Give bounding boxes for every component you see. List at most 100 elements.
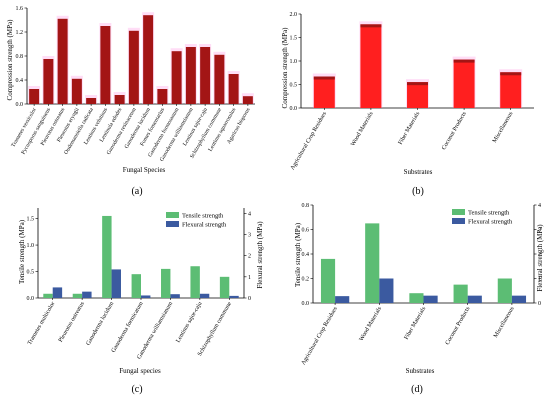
panel-a-bar [114, 95, 125, 104]
panel-a-ylabel: Compression strength (MPa) [6, 19, 14, 101]
panel-c-bar-tensile [102, 215, 112, 298]
panel-d-ytick-label-right: 2 [538, 252, 541, 258]
panel-c-label: (c) [131, 384, 142, 395]
panel-a-xtick-label: Trametes versicolor [10, 107, 37, 149]
panel-c-legend-label: Flexural strength [182, 222, 227, 229]
panel-b-ytick-label: 1.5 [290, 36, 298, 42]
panel-c-bar-flexural [141, 295, 151, 298]
panel-c-ytick-label: 1.0 [27, 243, 35, 249]
panel-a-label: (a) [131, 186, 142, 197]
panel-b-bar [313, 76, 335, 108]
panel-c-legend-swatch [166, 212, 179, 218]
panel-d-bar-tensile [497, 278, 512, 303]
panel-b-xtick-label: Wood Materials [350, 110, 375, 147]
panel-d-xlabel: Substrates [406, 367, 435, 375]
panel-c-bar-tensile [43, 293, 53, 298]
panel-d-legend-label: Flexural strength [468, 219, 513, 226]
panel-b-xtick-label: Coconut Products [441, 110, 468, 151]
panel-d-ylabel: Tensile strength (MPa) [294, 222, 302, 287]
panel-d-bar-tensile [453, 284, 468, 303]
panel-c-ytick-label: 1.5 [27, 217, 35, 223]
panel-b-xlabel: Substrates [404, 168, 433, 176]
panel-a-bar [29, 89, 40, 104]
panel-d-legend-swatch [452, 209, 465, 215]
panel-d-bar-tensile [365, 223, 380, 303]
panel-c-bar-flexural [170, 294, 180, 298]
panel-c-bar-flexural [82, 291, 92, 298]
panel-a-ytick-label: 1.2 [16, 30, 24, 36]
panel-c-tensile-flexural-by-species: 0.0 0.5 1.0 1.5 0 1 2 3 4 Trametes multicolor Pleu… [18, 208, 264, 395]
panel-b-ytick-label: 0.5 [290, 83, 298, 89]
panel-c-bar-tensile [131, 274, 141, 298]
panel-d-ytick-label-right: 0 [538, 301, 541, 307]
panel-c-xtick-label: Ganoderma lucidum [86, 301, 116, 347]
panel-a-bar [171, 51, 182, 104]
panel-c-bar-tensile [161, 268, 171, 298]
panel-d-xtick-label: Miscellaneous [493, 305, 516, 339]
panel-b-bar-cap [453, 59, 475, 63]
panel-b-xtick-label: Fiber Materials [398, 110, 422, 145]
panel-b-xtick-label: Agricultural Crop Residues [290, 110, 329, 171]
panel-b-label: (b) [412, 186, 424, 197]
panel-b-bar-cap [500, 72, 522, 76]
panel-c-ytick-label-right: 1 [248, 275, 251, 281]
panel-c-ylabel: Tensile strength (MPa) [18, 219, 26, 284]
panel-d-ytick-label: 0.6 [302, 228, 310, 234]
panel-c-legend-swatch [166, 221, 179, 227]
panel-d-ytick-label: 0.4 [302, 252, 310, 258]
panel-c-xlabel: Fungal species [119, 367, 161, 375]
panel-d-xtick-label: Wood Materials [359, 305, 384, 342]
panel-a-xlabel: Fungal Species [123, 166, 166, 174]
panel-c-xtick-label: Trametes multicolor [27, 301, 57, 346]
panel-d-bar-flexural [335, 296, 350, 303]
panel-d-bar-flexural [467, 295, 482, 303]
panel-c-bar-tensile [219, 276, 230, 298]
panel-d-bar-flexural [423, 295, 438, 303]
panel-c-ytick-label-right: 4 [248, 211, 251, 217]
panel-b-xtick-label: Miscellaneous [492, 110, 515, 144]
panel-c-xtick-label: Lentinus sajor-caju [175, 301, 203, 344]
panel-b-compression-by-substrate: 0.0 0.5 1.0 1.5 2.0 Agricultural Crop Residue… [281, 12, 534, 197]
panel-b-ytick-label: 1.0 [290, 59, 298, 65]
panel-a-bar [242, 96, 253, 104]
panel-c-xtick-label: Ganoderma formicatum [110, 300, 145, 354]
panel-d-bar-tensile [409, 293, 424, 303]
panel-d-xtick-label: Fiber Materials [404, 305, 428, 340]
panel-a-ytick-label: 0.0 [16, 102, 24, 108]
panel-d-legend-label: Tensile strength [468, 210, 510, 217]
panel-b-ytick-label: 0.0 [290, 106, 298, 112]
panel-d-bar-flexural [511, 295, 527, 303]
panel-c-legend-label: Tensile strength [182, 213, 224, 220]
panel-d-ytick-label-right: 3 [538, 228, 541, 234]
panel-c-ytick-label-right: 0 [248, 296, 251, 302]
panel-a-bar [100, 26, 111, 104]
panel-b-bar-cap [313, 76, 335, 80]
panel-d-ytick-label-right: 1 [538, 277, 541, 283]
panel-d-label: (d) [411, 384, 423, 395]
panel-b-ytick-label: 2.0 [290, 12, 298, 18]
panel-b-bar [453, 59, 475, 108]
panel-c-xtick-label: Pleurotus ostreatus [58, 300, 86, 343]
panel-a-bar [157, 89, 168, 104]
panel-d-ytick-label-right: 4 [538, 203, 541, 209]
panel-a-bar [200, 47, 211, 104]
panel-c-ylabel-right: Flexural strength (MPa) [256, 221, 264, 289]
panel-a-bar [86, 98, 97, 104]
panel-a-ytick-label: 0.4 [16, 78, 24, 84]
panel-a-ytick-label: 0.8 [16, 54, 24, 60]
panel-d-legend-swatch [452, 218, 465, 224]
panel-a-ytick-label: 1.6 [16, 6, 24, 12]
panel-d-xtick-label: Agricultural Crop Residues [301, 305, 340, 366]
panel-b-bar [500, 72, 522, 108]
panel-c-plot-area: 0.0 0.5 1.0 1.5 0 1 2 3 4 Trametes multicolor Pleu… [27, 208, 251, 360]
panel-b-bar-cap [407, 82, 428, 86]
panel-d-plot-area: 0.0 0.2 0.4 0.6 0.8 0 1 2 3 4 Agricultural Crop Re… [301, 203, 541, 366]
panel-b-ylabel: Compression strength (MPa) [281, 27, 289, 109]
panel-d-bar-flexural [379, 278, 394, 303]
panel-c-bar-tensile [190, 266, 200, 298]
panel-d-xtick-label: Coconut Products [445, 305, 472, 346]
panel-b-bar [360, 24, 382, 109]
panel-a-bar [71, 78, 82, 104]
panel-a-bar [214, 54, 225, 104]
